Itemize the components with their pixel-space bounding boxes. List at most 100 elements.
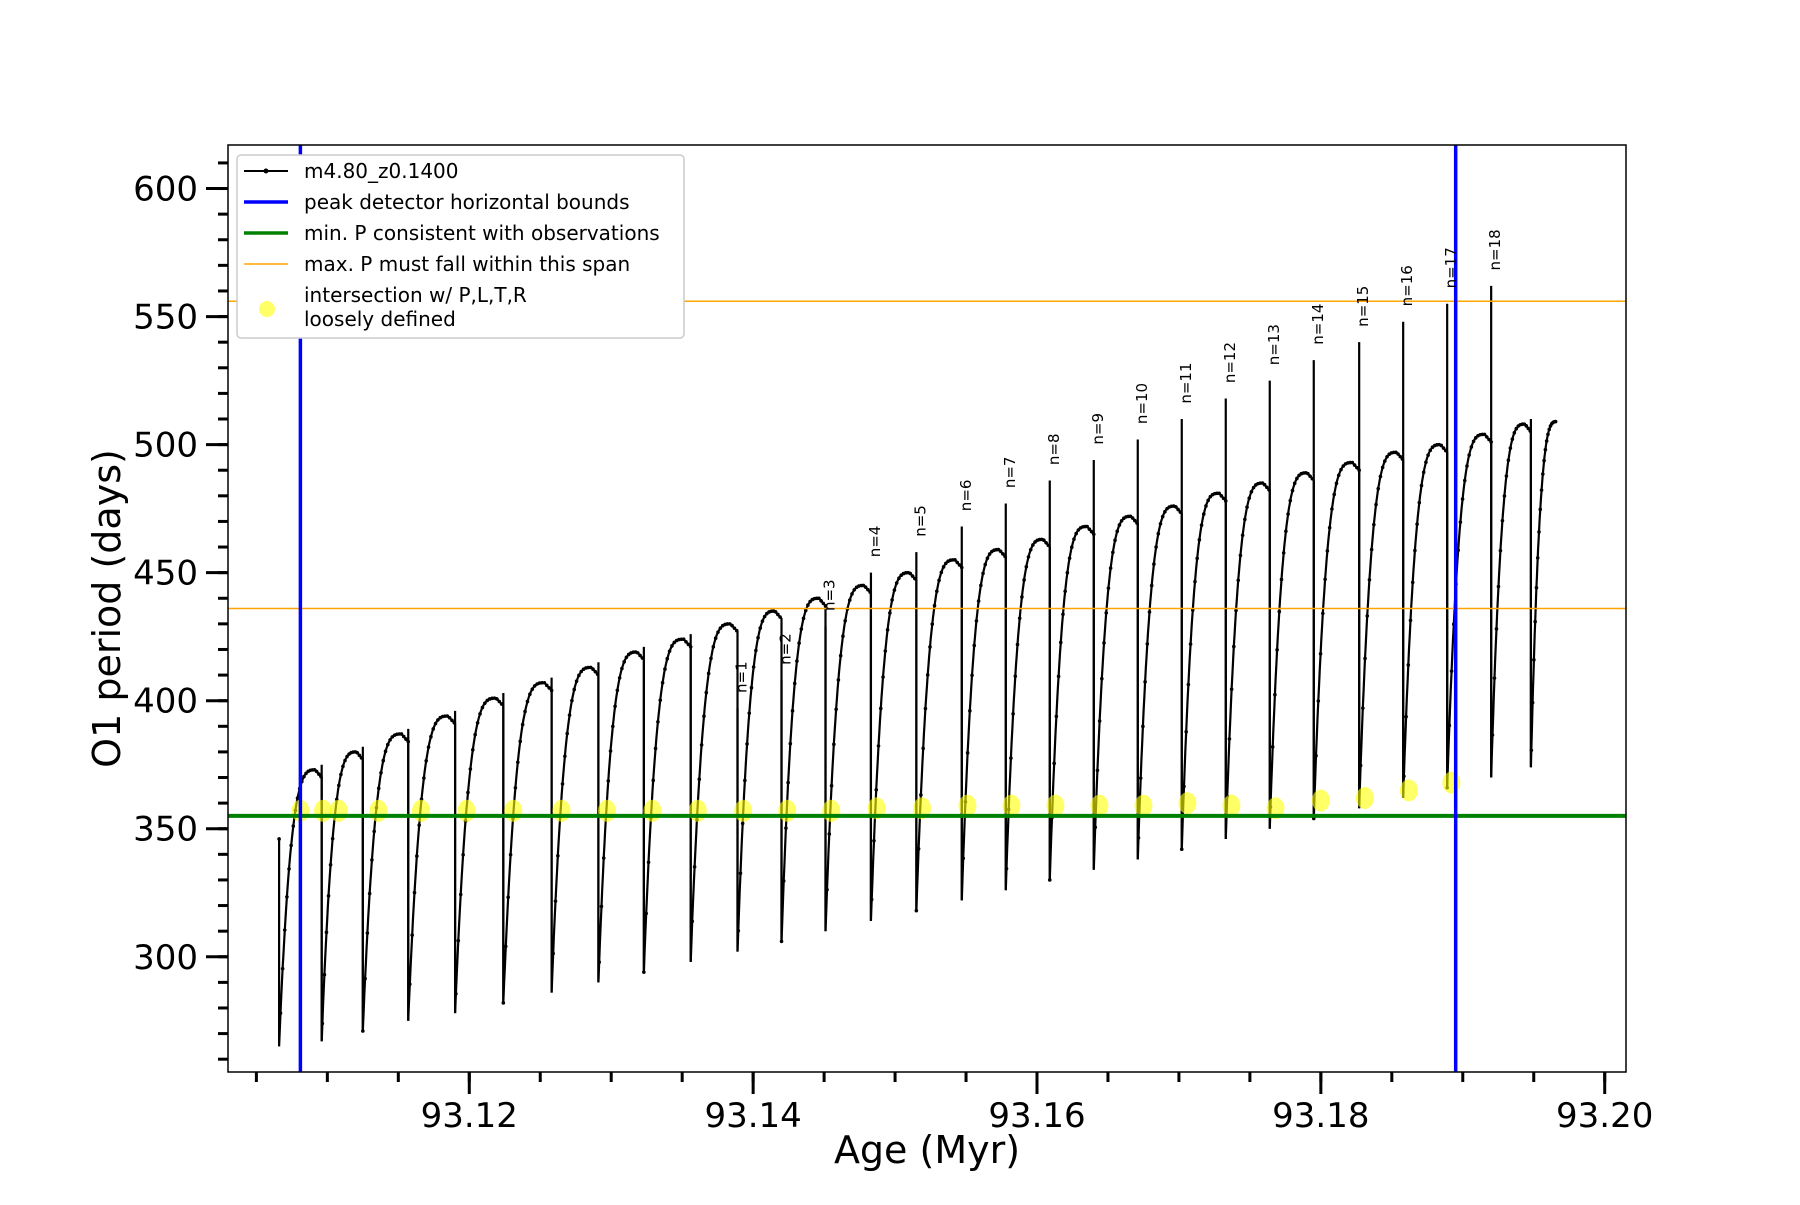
- series-point: [1013, 674, 1018, 678]
- series-point: [1490, 733, 1495, 737]
- series-point: [1136, 835, 1141, 840]
- intersection-marker: [734, 799, 753, 822]
- series-point: [1341, 464, 1346, 468]
- x-tick-label: 93.16: [988, 1096, 1085, 1136]
- series-point: [1537, 530, 1541, 534]
- series-point: [1089, 529, 1094, 534]
- series-point: [709, 656, 713, 661]
- series-point: [1063, 589, 1067, 594]
- series-point: [801, 616, 806, 621]
- series-point: [1318, 651, 1323, 656]
- series-point: [749, 685, 754, 690]
- series-point: [1508, 446, 1513, 450]
- series-point: [278, 1011, 283, 1015]
- series-point: [1487, 437, 1491, 442]
- series-point: [1494, 627, 1499, 631]
- series-point: [547, 686, 551, 690]
- series-point: [386, 742, 390, 747]
- series-point: [736, 928, 741, 933]
- series-point: [1251, 485, 1256, 490]
- series-point: [1316, 699, 1321, 703]
- series-point: [913, 576, 917, 581]
- series-point: [1067, 556, 1072, 561]
- plot-area: [228, 145, 1626, 1072]
- series-point: [1498, 548, 1503, 553]
- series-point: [429, 734, 433, 739]
- series-point: [1314, 753, 1318, 758]
- series-point: [622, 660, 626, 664]
- series-point: [1530, 700, 1535, 705]
- series-point: [1234, 608, 1238, 613]
- series-point: [1484, 435, 1489, 439]
- series-point: [660, 680, 665, 685]
- series-point: [916, 847, 921, 851]
- series-point: [1054, 714, 1059, 719]
- series-point: [1443, 448, 1448, 453]
- series-point: [1174, 505, 1178, 509]
- series-point: [1292, 481, 1297, 486]
- intersection-marker: [822, 799, 841, 822]
- series-point: [1020, 595, 1024, 599]
- series-point: [957, 563, 962, 567]
- intersection-marker: [369, 799, 388, 822]
- y-tick-label: 350: [133, 810, 198, 850]
- series-point: [1085, 524, 1089, 529]
- series-point: [847, 598, 852, 602]
- series-point: [1238, 553, 1243, 558]
- series-point: [850, 592, 854, 596]
- series-point: [577, 673, 581, 678]
- series-point: [1506, 458, 1511, 463]
- series-point: [447, 715, 452, 720]
- series-point: [1119, 518, 1124, 523]
- series-point: [458, 892, 463, 897]
- series-point: [608, 749, 613, 753]
- series-point: [985, 556, 990, 560]
- series-point: [1115, 529, 1120, 534]
- series-point: [1284, 529, 1288, 534]
- series-point: [497, 699, 502, 704]
- legend-swatch-dot: [263, 168, 269, 174]
- series-point: [923, 706, 928, 711]
- series-point: [1186, 682, 1191, 687]
- series-point: [1541, 472, 1545, 476]
- series-point: [1184, 729, 1188, 734]
- series-point: [280, 966, 285, 971]
- series-point: [1145, 642, 1150, 646]
- series-point: [591, 667, 595, 671]
- series-point: [773, 610, 778, 614]
- series-point: [468, 767, 473, 771]
- series-point: [613, 704, 617, 709]
- intersection-marker: [1046, 794, 1065, 817]
- series-point: [908, 571, 913, 576]
- series-point: [1543, 447, 1548, 452]
- series-point: [866, 587, 870, 592]
- x-tick-label: 93.14: [704, 1096, 801, 1136]
- series-point: [885, 628, 890, 632]
- series-point: [1061, 612, 1065, 617]
- series-point: [653, 746, 658, 751]
- series-point: [665, 656, 670, 661]
- series-point: [1024, 564, 1029, 569]
- series-point: [1372, 522, 1376, 527]
- series-point: [1361, 706, 1365, 710]
- series-point: [381, 758, 386, 763]
- series-point: [570, 698, 574, 703]
- series-point: [1352, 463, 1357, 467]
- series-point: [1538, 507, 1543, 512]
- series-point: [1334, 481, 1339, 486]
- series-point: [525, 699, 530, 704]
- series-point: [1273, 692, 1277, 697]
- series-point: [1093, 825, 1098, 830]
- series-point: [821, 601, 826, 606]
- series-point: [803, 608, 808, 613]
- series-point: [1323, 577, 1327, 582]
- series-point: [1512, 430, 1517, 435]
- series-point: [756, 635, 760, 640]
- series-point: [1365, 614, 1370, 618]
- series-point: [1469, 445, 1474, 449]
- series-point: [1369, 547, 1374, 552]
- peak-label: n=12: [1221, 342, 1239, 383]
- series-point: [823, 604, 828, 608]
- series-point: [1152, 562, 1156, 566]
- series-point: [1496, 584, 1501, 589]
